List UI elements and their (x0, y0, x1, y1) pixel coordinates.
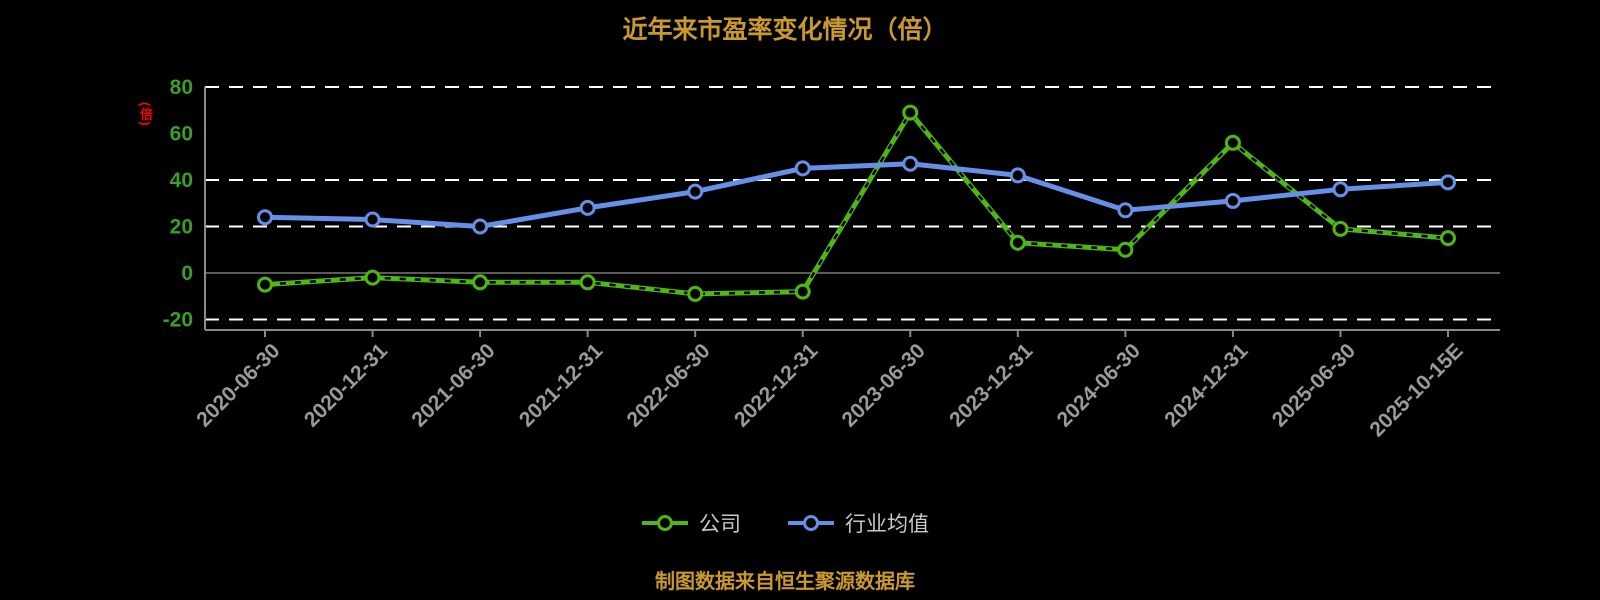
svg-text:2025-10-15E: 2025-10-15E (1365, 339, 1467, 441)
svg-text:2021-12-31: 2021-12-31 (515, 339, 607, 431)
svg-text:2025-06-30: 2025-06-30 (1268, 339, 1360, 431)
legend-item-industry-average[interactable]: 行业均值 (787, 508, 929, 538)
svg-text:2022-12-31: 2022-12-31 (730, 339, 822, 431)
data-source-note: 制图数据来自恒生聚源数据库 (655, 571, 915, 593)
legend: 公司 行业均值 (0, 508, 1570, 538)
legend-item-company[interactable]: 公司 (641, 508, 741, 538)
legend-circle (803, 515, 819, 531)
y-axis-unit-label: (倍) (138, 102, 153, 127)
company-series-swatch-icon (642, 515, 688, 531)
legend-label-industry-average: 行业均值 (845, 513, 929, 536)
svg-text:2021-06-30: 2021-06-30 (407, 339, 499, 431)
svg-text:60: 60 (170, 123, 193, 146)
svg-text:2023-12-31: 2023-12-31 (945, 339, 1037, 431)
svg-text:2020-06-30: 2020-06-30 (192, 339, 284, 431)
svg-text:2020-12-31: 2020-12-31 (300, 339, 392, 431)
svg-text:40: 40 (170, 169, 193, 192)
legend-label-company: 公司 (699, 513, 741, 536)
svg-text:-20: -20 (163, 309, 193, 332)
svg-text:2023-06-30: 2023-06-30 (838, 339, 930, 431)
legend-circle (657, 515, 673, 531)
svg-text:80: 80 (170, 76, 193, 99)
svg-text:0: 0 (181, 262, 193, 285)
industry-series-swatch-icon (788, 515, 834, 531)
svg-text:2024-12-31: 2024-12-31 (1160, 339, 1252, 431)
svg-text:2022-06-30: 2022-06-30 (622, 339, 714, 431)
svg-text:20: 20 (170, 216, 193, 239)
chart-title: 近年来市盈率变化情况（倍） (622, 16, 948, 44)
svg-text:2024-06-30: 2024-06-30 (1053, 339, 1145, 431)
